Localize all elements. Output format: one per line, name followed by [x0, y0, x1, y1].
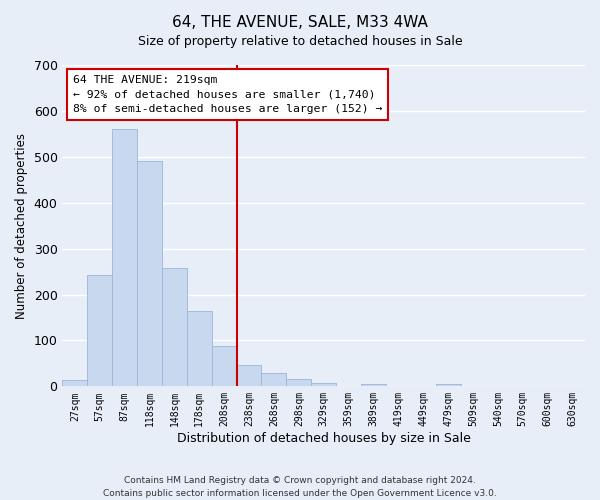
Text: Contains HM Land Registry data © Crown copyright and database right 2024.
Contai: Contains HM Land Registry data © Crown c… — [103, 476, 497, 498]
X-axis label: Distribution of detached houses by size in Sale: Distribution of detached houses by size … — [177, 432, 470, 445]
Text: 64 THE AVENUE: 219sqm
← 92% of detached houses are smaller (1,740)
8% of semi-de: 64 THE AVENUE: 219sqm ← 92% of detached … — [73, 74, 382, 114]
Text: 64, THE AVENUE, SALE, M33 4WA: 64, THE AVENUE, SALE, M33 4WA — [172, 15, 428, 30]
Bar — [262, 374, 286, 386]
Bar — [361, 384, 386, 386]
Bar — [62, 380, 88, 386]
Bar — [286, 380, 311, 386]
Bar — [436, 384, 461, 386]
Bar — [187, 310, 212, 386]
Bar — [137, 162, 162, 386]
Y-axis label: Number of detached properties: Number of detached properties — [15, 132, 28, 318]
Bar — [88, 275, 112, 386]
Bar — [212, 346, 236, 387]
Text: Size of property relative to detached houses in Sale: Size of property relative to detached ho… — [137, 35, 463, 48]
Bar — [112, 130, 137, 386]
Bar — [311, 382, 336, 386]
Bar — [236, 365, 262, 386]
Bar — [162, 268, 187, 386]
